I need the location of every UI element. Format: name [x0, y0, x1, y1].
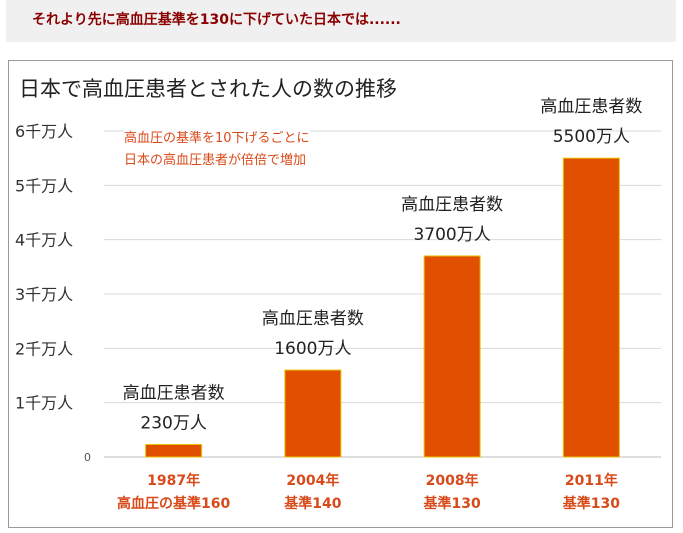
y-tick-label: 0	[84, 451, 91, 464]
bar	[284, 369, 342, 458]
bar-value-label: 3700万人	[413, 225, 490, 245]
y-tick-label: 1千万人	[15, 394, 73, 413]
bar-label-title: 高血圧患者数	[540, 97, 642, 117]
y-tick-label: 2千万人	[15, 339, 73, 358]
bar-value-label: 230万人	[140, 414, 206, 434]
chart-frame: 0 1千万人 2千万人 3千万人 4千万人 5千万人 6千万人 高血圧患者数 230万人 1987…	[8, 60, 673, 528]
chart-annotation: 高血圧の基準を10下げるごとに 日本の高血圧患者が倍倍で増加	[124, 128, 310, 172]
bar-label-title: 高血圧患者数	[262, 309, 364, 329]
y-tick-label: 6千万人	[15, 122, 73, 141]
x-tick-year: 1987年	[147, 472, 200, 489]
bar	[562, 157, 620, 458]
headline-text: それより先に高血圧基準を130に下げていた日本では......	[32, 12, 401, 28]
annotation-line-2: 日本の高血圧患者が倍倍で増加	[124, 153, 307, 168]
x-tick-standard: 基準130	[563, 495, 620, 512]
annotation-line-1: 高血圧の基準を10下げるごとに	[124, 131, 310, 146]
bar	[423, 255, 481, 458]
bar-label-title: 高血圧患者数	[123, 384, 225, 404]
x-tick-standard: 高血圧の基準160	[117, 495, 230, 512]
bar	[145, 444, 203, 458]
bar-chart: 01千万人2千万人3千万人4千万人5千万人6千万人高血圧患者数230万人1987…	[15, 97, 661, 512]
chart-title: 日本で高血圧患者とされた人の数の推移	[19, 77, 397, 101]
y-tick-label: 5千万人	[15, 176, 73, 195]
y-tick-label: 4千万人	[15, 231, 73, 250]
headline-bar: それより先に高血圧基準を130に下げていた日本では......	[6, 0, 676, 42]
x-tick-year: 2011年	[565, 472, 618, 489]
x-tick-standard: 基準140	[284, 495, 341, 512]
x-tick-standard: 基準130	[424, 495, 481, 512]
bar-value-label: 1600万人	[274, 339, 351, 359]
bar-value-label: 5500万人	[553, 127, 630, 147]
x-tick-year: 2004年	[286, 472, 339, 489]
bar-label-title: 高血圧患者数	[401, 195, 503, 215]
y-tick-label: 3千万人	[15, 285, 73, 304]
x-tick-year: 2008年	[426, 472, 479, 489]
